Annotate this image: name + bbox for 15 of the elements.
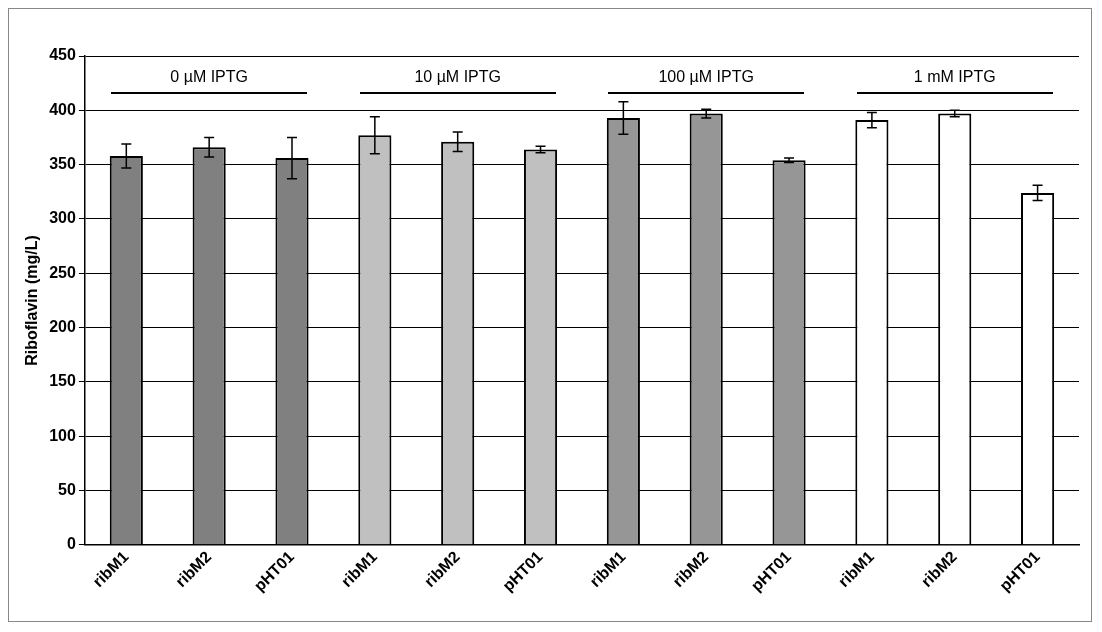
y-tick-label: 200 xyxy=(49,317,76,335)
y-tick-label: 300 xyxy=(49,209,76,227)
y-tick-label: 150 xyxy=(49,372,76,390)
y-tick-label: 400 xyxy=(49,100,76,118)
annotation: 100 µM IPTG xyxy=(658,68,754,85)
y-axis-title: Riboflavin (mg/L) xyxy=(23,235,41,366)
annotation: 0 µM IPTG xyxy=(170,68,248,85)
y-tick-label: 100 xyxy=(49,426,76,444)
annotation: 10 µM IPTG xyxy=(414,68,501,85)
y-tick-label: 450 xyxy=(49,46,76,64)
y-tick-label: 250 xyxy=(49,263,76,281)
annotation: 1 mM IPTG xyxy=(913,68,996,85)
y-tick-label: 0 xyxy=(66,535,76,553)
y-tick-label: 350 xyxy=(49,155,76,173)
y-tick-label: 50 xyxy=(58,480,76,498)
